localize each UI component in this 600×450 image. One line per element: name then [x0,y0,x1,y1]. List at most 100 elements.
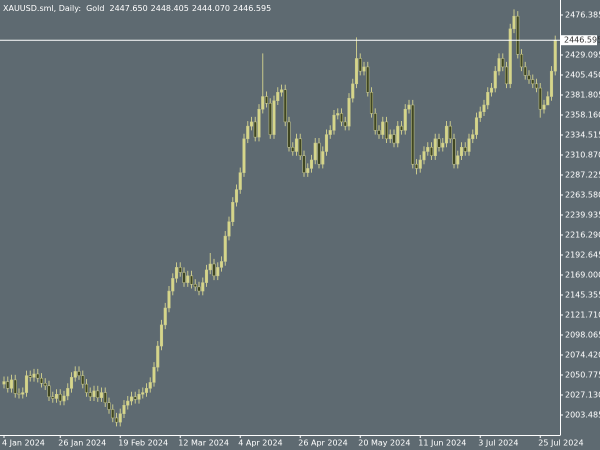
y-tick-label: 2405.450 [565,71,600,80]
y-tick-label: 2358.160 [565,111,600,120]
y-tick-label: 2263.580 [565,191,600,200]
y-tick-label: 2074.420 [565,351,600,360]
candle-body [377,130,381,135]
candle-body [351,83,355,99]
candle-body [276,92,280,102]
candle-body [114,417,119,423]
candle-body [51,396,55,399]
candle-body [103,392,107,403]
candle-body [444,125,449,144]
candle-body [39,377,44,384]
candle-body [238,172,242,190]
candle-body [448,125,452,140]
candle-body [501,58,505,68]
candle-body [313,142,317,161]
x-tick-label: 4 Apr 2024 [238,439,282,448]
y-tick-label: 2334.515 [565,131,600,140]
candle-body [77,371,81,376]
candle-body [129,396,134,402]
candle-body [512,15,516,30]
candle-body [208,263,212,271]
candle-body [298,138,302,156]
candle-body [279,89,284,93]
candle-body [493,70,497,89]
y-tick-label: 2192.645 [565,251,600,260]
candle-body [257,108,261,138]
candle-body [58,394,62,402]
candle-body [474,117,479,135]
candle-body [369,92,374,114]
candle-body [264,96,269,104]
candle-body [249,121,254,127]
candle-body [253,121,257,138]
candle-body [471,134,475,140]
candle-body [69,377,74,389]
candle-body [388,134,392,140]
candle-body [504,66,509,85]
candle-body [426,147,430,152]
x-tick-label: 25 Jul 2024 [538,439,583,448]
candle-body [291,147,295,152]
candle-body [197,286,201,292]
candle-body [437,138,441,148]
x-tick-label: 20 May 2024 [358,439,410,448]
candle-body [216,267,220,277]
y-tick-label: 2216.290 [565,231,600,240]
candle-body [459,147,464,156]
candle-body [227,221,231,237]
candle-body [354,58,359,85]
candle-body [294,138,299,152]
candle-body [122,405,126,414]
candle-body [306,168,310,173]
candle-body [283,89,287,123]
candle-body [358,58,362,72]
candle-body [553,39,557,72]
candle-body [497,58,501,72]
y-tick-label: 2239.935 [565,211,600,220]
candle-body [381,121,385,135]
candle-body [84,383,89,393]
candle-body [317,142,321,165]
candle-body [456,155,460,165]
x-tick-label: 19 Feb 2024 [118,439,168,448]
candle-body [186,275,190,283]
candle-body [99,392,104,398]
candle-body [219,261,224,268]
candle-body [373,113,377,131]
candle-body [399,125,404,131]
candle-body [384,121,389,140]
candle-body [403,108,407,131]
candle-body [28,375,32,378]
candle-body [2,381,6,385]
candle-body [321,151,325,165]
candle-body [527,75,531,80]
candle-body [336,113,340,116]
candle-body [189,275,194,285]
x-tick-label: 12 Mar 2024 [178,439,229,448]
candle-body [534,83,539,89]
last-price-box [561,35,597,46]
x-tick-label: 26 Jan 2024 [58,439,106,448]
y-tick-label: 2169.000 [565,271,600,280]
candle-body [538,87,542,110]
candle-body [9,379,14,389]
candle-body [482,104,486,113]
candle-body [21,392,25,395]
candle-body [182,272,186,283]
symbol: XAUUSD.sml, Daily: [3,4,81,13]
candle-body [174,267,179,279]
candle-body [111,409,115,419]
candle-body [13,379,17,394]
candle-body [272,100,276,135]
candle-body [411,104,415,165]
candle-body [133,396,137,400]
candle-body [309,159,314,169]
candle-body [519,53,524,68]
candle-body [332,114,336,131]
candle-body [549,70,554,97]
candle-body [234,189,239,203]
y-tick-label: 2050.775 [565,371,600,380]
candle-body [392,134,396,144]
y-tick-label: 2429.095 [565,51,600,60]
